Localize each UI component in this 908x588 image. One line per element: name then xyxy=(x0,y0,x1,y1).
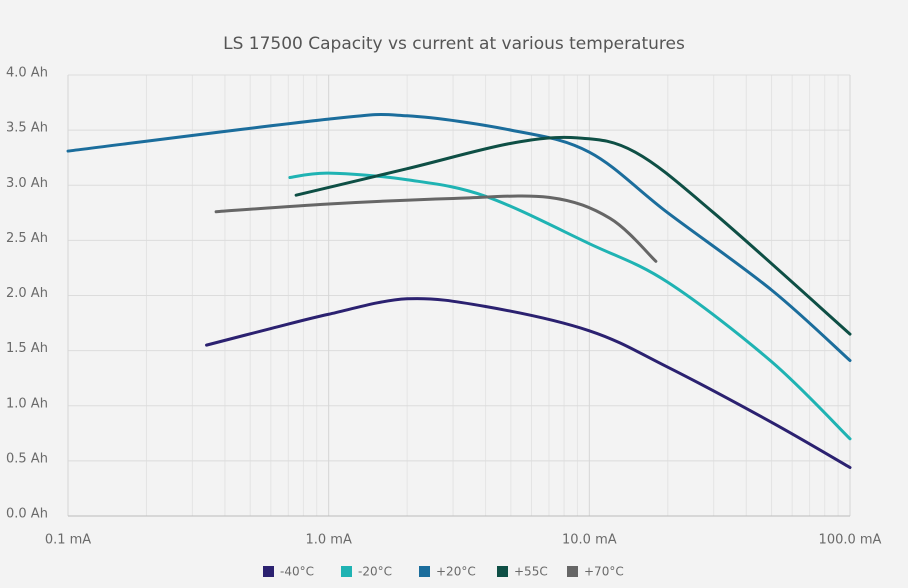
y-tick-label: 3.0 Ah xyxy=(6,176,48,191)
series-line xyxy=(205,297,852,469)
y-tick-label: 0.5 Ah xyxy=(6,451,48,466)
series-line xyxy=(66,112,852,363)
x-tick-label: 100.0 mA xyxy=(819,533,882,548)
legend-swatch xyxy=(419,566,430,577)
legend-label: +20°C xyxy=(436,565,476,579)
y-tick-label: 2.5 Ah xyxy=(6,231,48,246)
x-tick-label: 1.0 mA xyxy=(305,533,351,548)
legend-swatch xyxy=(341,566,352,577)
legend-label: +55C xyxy=(514,565,548,579)
chart-title: LS 17500 Capacity vs current at various … xyxy=(223,34,685,54)
y-tick-label: 1.0 Ah xyxy=(6,396,48,411)
legend-swatch xyxy=(567,566,578,577)
legend-swatch xyxy=(263,566,274,577)
series-line xyxy=(214,194,658,263)
x-tick-label: 10.0 mA xyxy=(562,533,617,548)
y-tick-label: 4.0 Ah xyxy=(6,66,48,81)
legend-label: -40°C xyxy=(280,565,314,579)
x-tick-label: 0.1 mA xyxy=(45,533,91,548)
legend-label: +70°C xyxy=(584,565,624,579)
y-tick-label: 0.0 Ah xyxy=(6,507,48,522)
y-tick-label: 3.5 Ah xyxy=(6,121,48,136)
series-line xyxy=(294,135,852,336)
y-tick-label: 1.5 Ah xyxy=(6,341,48,356)
legend-swatch xyxy=(497,566,508,577)
y-tick-label: 2.0 Ah xyxy=(6,286,48,301)
series-line xyxy=(288,171,852,441)
legend-label: -20°C xyxy=(358,565,392,579)
